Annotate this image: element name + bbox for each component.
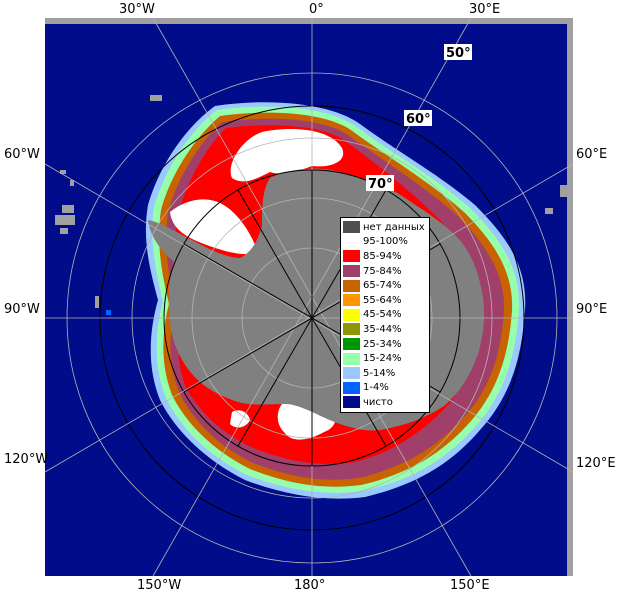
legend-label: 35-44%: [363, 323, 402, 335]
longitude-label-0: 0°: [309, 2, 324, 17]
legend-item: 5-14%: [343, 366, 427, 381]
legend: нет данных 95-100% 85-94% 75-84% 65-74% 55-64…: [340, 217, 430, 413]
longitude-label-150e: 150°E: [450, 578, 490, 593]
legend-item: 1-4%: [343, 381, 427, 396]
legend-swatch: [343, 250, 360, 263]
latitude-labels: 50° 60° 70°: [366, 44, 472, 192]
longitude-label-30e: 30°E: [469, 2, 500, 17]
longitude-label-90e: 90°E: [576, 302, 607, 317]
legend-label: чисто: [363, 396, 393, 408]
legend-item: чисто: [343, 395, 427, 410]
legend-item: 65-74%: [343, 278, 427, 293]
legend-item: 15-24%: [343, 351, 427, 366]
longitude-label-60e: 60°E: [576, 147, 607, 162]
ice-speckles: [55, 95, 570, 308]
open-water-speck: [106, 310, 111, 315]
legend-label: 15-24%: [363, 353, 402, 365]
no-data-top-strip: [45, 18, 573, 24]
legend-item: 45-54%: [343, 308, 427, 323]
legend-swatch: [343, 323, 360, 336]
no-data-right-strip: [567, 18, 573, 576]
longitude-label-30w: 30°W: [119, 2, 155, 17]
legend-swatch: [343, 338, 360, 351]
legend-swatch: [343, 294, 360, 307]
longitude-label-90w: 90°W: [4, 302, 40, 317]
legend-label: 75-84%: [363, 265, 402, 277]
ice-95-100-peninsula: [170, 199, 258, 255]
latitude-label-70: 70°: [368, 177, 393, 192]
legend-swatch: [343, 221, 360, 234]
legend-label: 25-34%: [363, 338, 402, 350]
legend-label: 65-74%: [363, 280, 402, 292]
legend-swatch: [343, 352, 360, 365]
legend-swatch: [343, 396, 360, 409]
legend-item: 85-94%: [343, 249, 427, 264]
longitude-label-150w: 150°W: [137, 578, 181, 593]
longitude-label-180: 180°: [294, 578, 325, 593]
legend-label: 5-14%: [363, 367, 396, 379]
legend-label: 45-54%: [363, 309, 402, 321]
legend-item: 95-100%: [343, 235, 427, 250]
latitude-label-60: 60°: [406, 112, 431, 127]
legend-item: 55-64%: [343, 293, 427, 308]
longitude-label-120w: 120°W: [4, 452, 48, 467]
ice-95-100-weddell: [230, 129, 344, 182]
longitude-label-120e: 120°E: [576, 456, 616, 471]
legend-swatch: [343, 265, 360, 278]
legend-swatch: [343, 381, 360, 394]
legend-item: 25-34%: [343, 337, 427, 352]
legend-label: 55-64%: [363, 294, 402, 306]
legend-swatch: [343, 279, 360, 292]
legend-item: 35-44%: [343, 322, 427, 337]
legend-label: 95-100%: [363, 236, 408, 248]
legend-label: нет данных: [363, 221, 425, 233]
legend-label: 1-4%: [363, 382, 389, 394]
latitude-label-50: 50°: [446, 46, 471, 61]
legend-item: нет данных: [343, 220, 427, 235]
legend-label: 85-94%: [363, 250, 402, 262]
legend-item: 75-84%: [343, 264, 427, 279]
legend-swatch: [343, 367, 360, 380]
legend-swatch: [343, 308, 360, 321]
longitude-labels: 30°W 0° 30°E 60°W 60°E 90°W 90°E 120°W 1…: [4, 2, 616, 593]
legend-swatch: [343, 235, 360, 248]
longitude-label-60w: 60°W: [4, 147, 40, 162]
